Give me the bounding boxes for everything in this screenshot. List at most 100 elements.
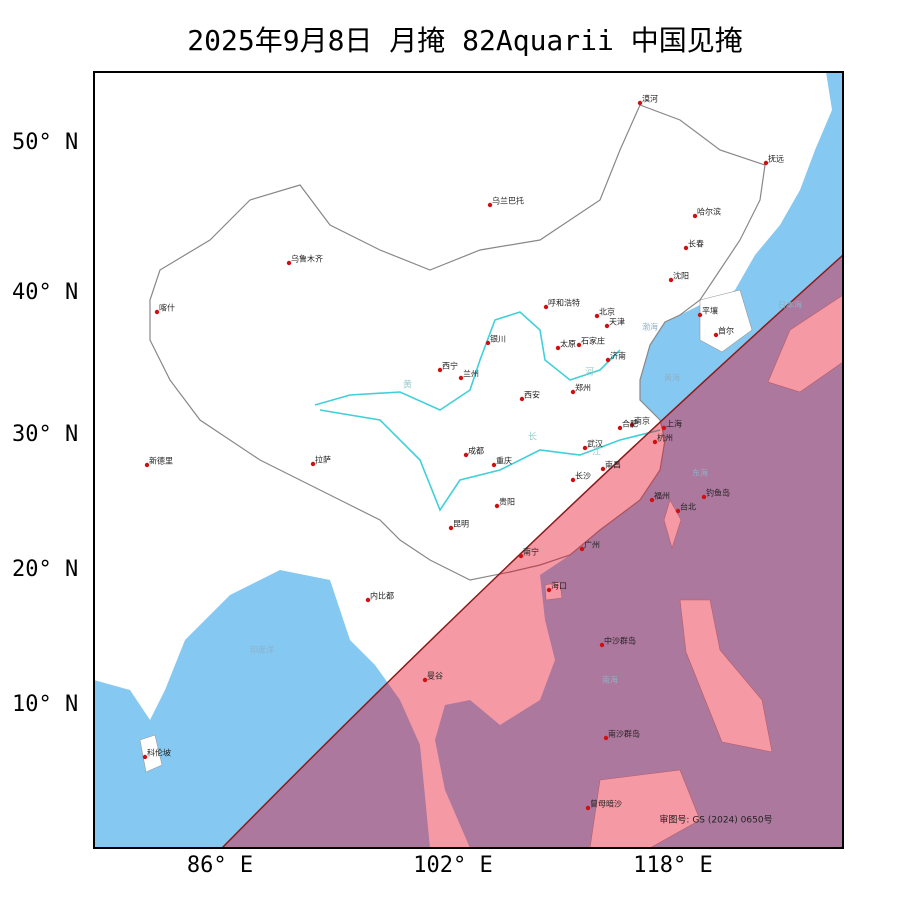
city-label: 西宁 bbox=[442, 361, 458, 371]
city-label: 呼和浩特 bbox=[548, 298, 580, 308]
city-label: 海口 bbox=[551, 581, 567, 591]
city-label: 漠河 bbox=[642, 94, 658, 104]
city-dot bbox=[603, 735, 609, 741]
city-dot bbox=[365, 597, 371, 603]
city-label: 哈尔滨 bbox=[697, 207, 721, 217]
city-label: 中沙群岛 bbox=[604, 636, 636, 646]
china-border bbox=[149, 104, 766, 581]
sea-label: 黄海 bbox=[664, 373, 680, 383]
city-dot bbox=[599, 642, 605, 648]
indian-ocean bbox=[94, 570, 430, 848]
city-label: 南京 bbox=[634, 416, 650, 426]
city-dot bbox=[605, 357, 611, 363]
city-dot bbox=[652, 439, 658, 445]
city-label: 昆明 bbox=[453, 520, 469, 529]
sea-label: 东海 bbox=[692, 468, 708, 478]
city-dot bbox=[463, 452, 469, 458]
city-dot bbox=[617, 425, 623, 431]
city-label: 平壤 bbox=[702, 306, 718, 316]
city-dot bbox=[582, 445, 588, 451]
sea-label: 日本海 bbox=[778, 300, 802, 310]
city-label: 南宁 bbox=[523, 547, 539, 557]
city-dot bbox=[437, 367, 443, 373]
city-label: 银川 bbox=[490, 334, 506, 344]
approval-number: 审图号: GS (2024) 0650号 bbox=[659, 814, 772, 826]
river-label: 长 bbox=[528, 431, 537, 443]
city-label: 重庆 bbox=[496, 456, 512, 466]
city-label: 沈阳 bbox=[673, 271, 689, 281]
city-dot bbox=[692, 213, 698, 219]
city-label: 首尔 bbox=[718, 326, 734, 336]
city-label: 喀什 bbox=[159, 303, 175, 313]
sea-label: 印度洋 bbox=[250, 645, 274, 655]
city-label: 西安 bbox=[524, 390, 540, 400]
city-dot bbox=[487, 202, 493, 208]
city-label: 太原 bbox=[560, 339, 576, 349]
city-dot bbox=[543, 304, 549, 310]
latitude-label: 40° N bbox=[12, 280, 78, 305]
city-label: 郑州 bbox=[575, 383, 591, 393]
city-dot bbox=[422, 677, 428, 683]
islands bbox=[139, 289, 843, 848]
city-dot bbox=[154, 309, 160, 315]
city-label: 贵阳 bbox=[499, 497, 515, 507]
river-label: 黄 bbox=[403, 379, 412, 391]
city-dot bbox=[458, 375, 464, 381]
city-label: 上海 bbox=[666, 419, 682, 429]
city-label: 南昌 bbox=[605, 460, 621, 470]
city-label: 杭州 bbox=[657, 433, 673, 443]
city-label: 南沙群岛 bbox=[608, 729, 640, 739]
city-label: 长沙 bbox=[575, 471, 591, 481]
city-dot bbox=[576, 342, 582, 348]
city-label: 拉萨 bbox=[315, 455, 331, 465]
city-dot bbox=[668, 277, 674, 283]
river-label: 河 bbox=[585, 366, 594, 378]
city-dot bbox=[555, 345, 561, 351]
city-dot bbox=[600, 466, 606, 472]
city-dot bbox=[579, 546, 585, 552]
city-dot bbox=[713, 332, 719, 338]
city-dot bbox=[286, 260, 292, 266]
city-dot bbox=[142, 754, 148, 760]
city-dot bbox=[604, 323, 610, 329]
frame bbox=[93, 71, 844, 849]
city-dot bbox=[491, 462, 497, 468]
city-dot bbox=[570, 389, 576, 395]
city-label: 钓鱼岛 bbox=[706, 488, 730, 498]
city-dot bbox=[448, 525, 454, 531]
sea-label: 南海 bbox=[602, 675, 618, 685]
city-dot bbox=[485, 340, 491, 346]
latitude-label: 10° N bbox=[12, 692, 78, 717]
city-dot bbox=[763, 160, 769, 166]
city-label: 北京 bbox=[599, 307, 615, 317]
city-dot bbox=[683, 245, 689, 251]
city-label: 曼谷 bbox=[427, 672, 443, 681]
city-label: 合肥 bbox=[622, 419, 638, 429]
sea-label: 渤海 bbox=[642, 322, 658, 332]
city-label: 内比都 bbox=[370, 591, 394, 601]
city-dot bbox=[494, 503, 500, 509]
city-label: 福州 bbox=[654, 492, 670, 501]
city-dot bbox=[519, 396, 525, 402]
city-dot bbox=[594, 313, 600, 319]
city-label: 济南 bbox=[610, 351, 626, 361]
city-label: 广州 bbox=[584, 540, 600, 550]
city-label: 兰州 bbox=[463, 369, 479, 379]
occultation-zone bbox=[220, 253, 843, 848]
city-dot bbox=[701, 494, 707, 500]
city-dot bbox=[144, 462, 150, 468]
city-dot bbox=[637, 100, 643, 106]
city-dot bbox=[649, 497, 655, 503]
city-dot bbox=[661, 425, 667, 431]
city-label: 抚远 bbox=[768, 154, 784, 164]
title: 2025年9月8日 月掩 82Aquarii 中国见掩 bbox=[187, 24, 742, 57]
rivers-lines bbox=[314, 311, 661, 512]
latitude-label: 20° N bbox=[12, 557, 78, 582]
city-dot bbox=[546, 587, 552, 593]
city-label: 成都 bbox=[468, 446, 484, 456]
latitude-label: 50° N bbox=[12, 130, 78, 155]
city-label: 武汉 bbox=[587, 439, 603, 449]
